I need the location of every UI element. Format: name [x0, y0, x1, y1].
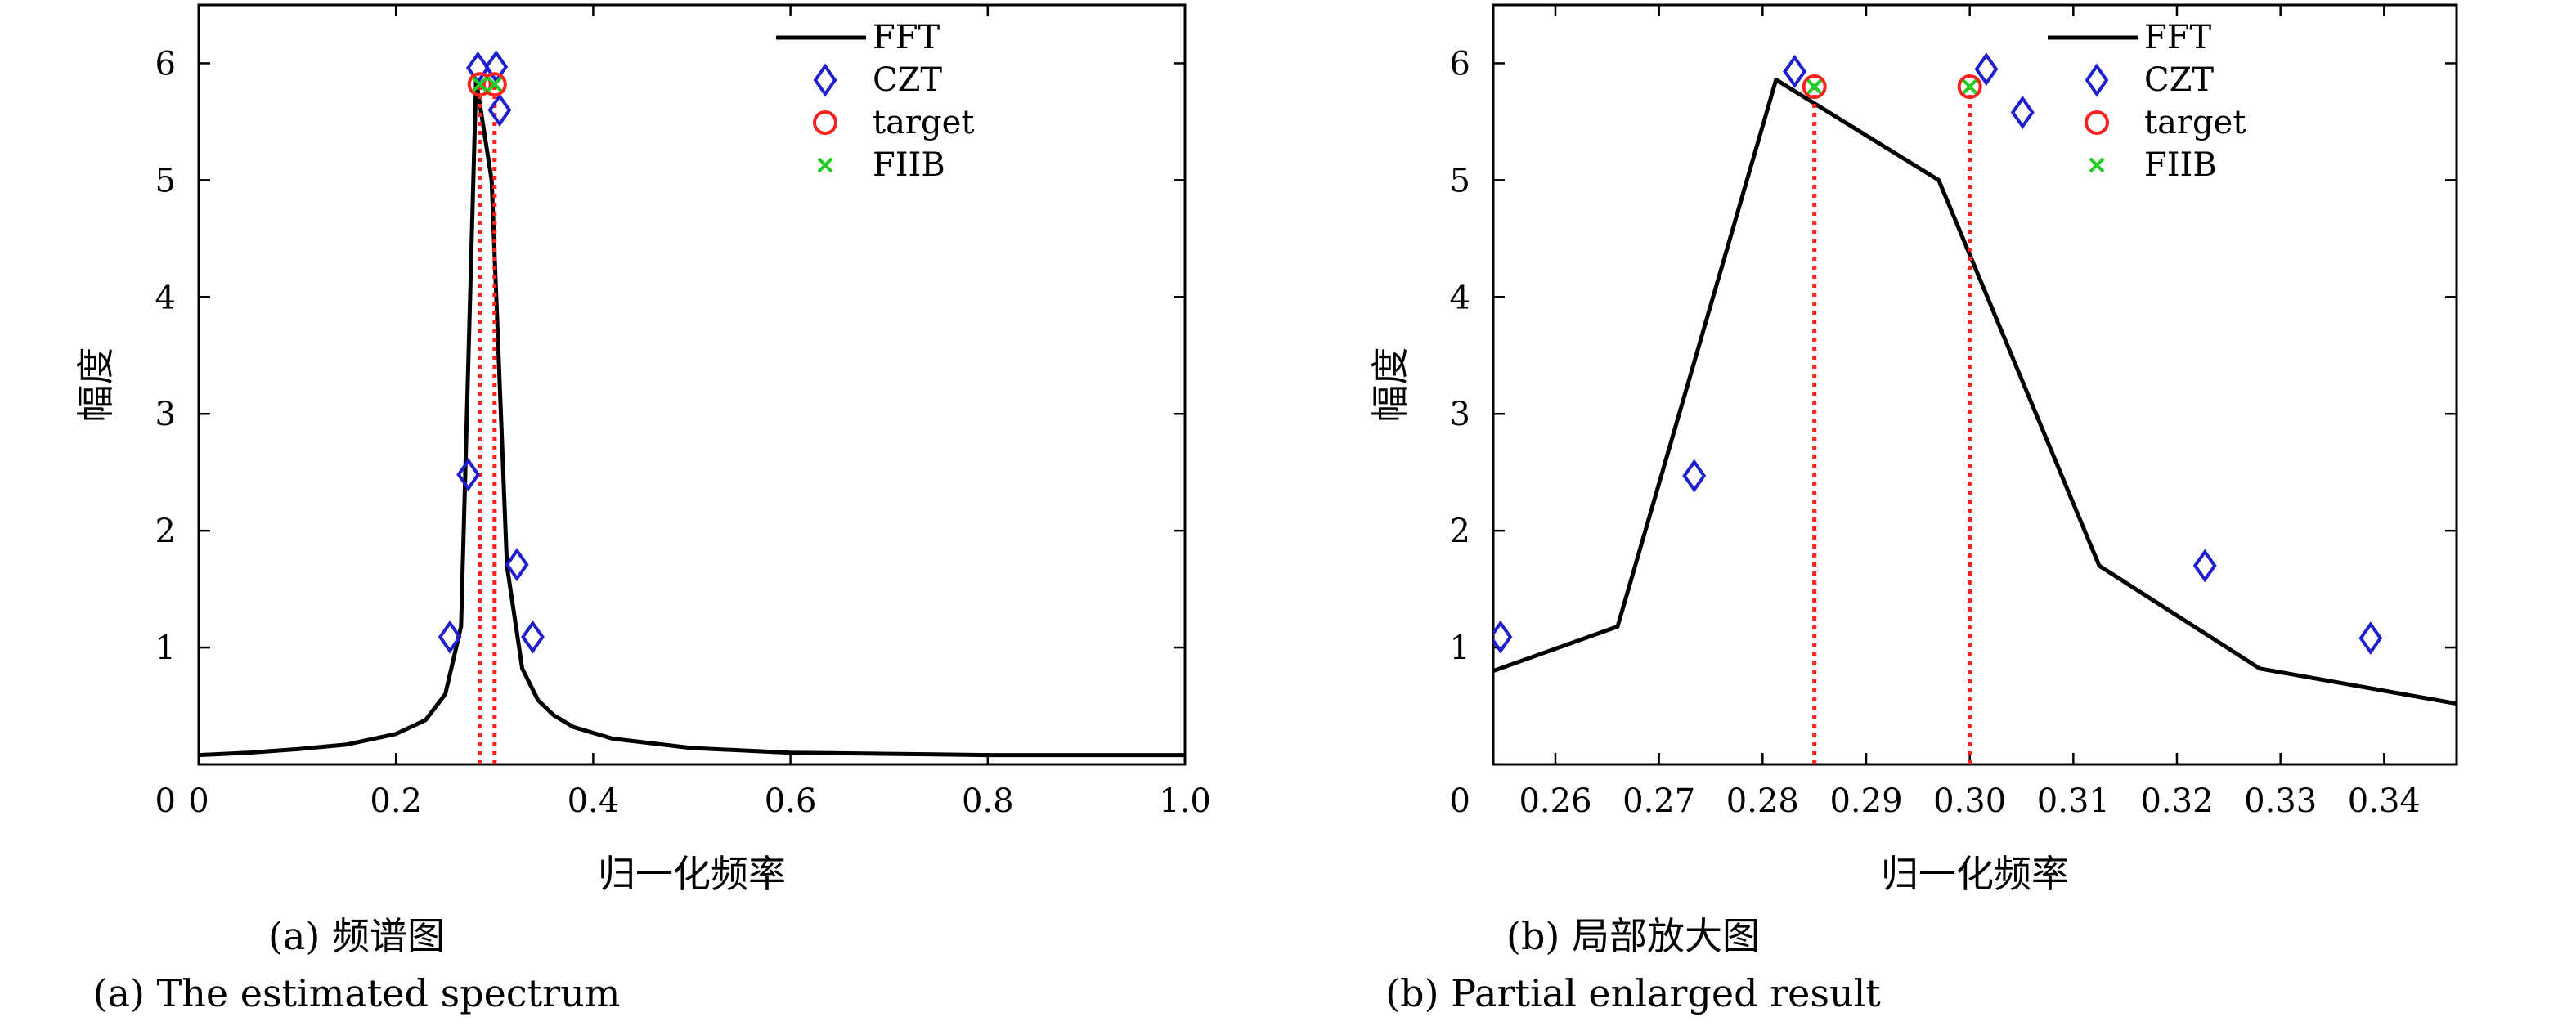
legend-label: target	[2144, 104, 2246, 141]
y-tick-label: 2	[1450, 513, 1470, 550]
target-point	[1957, 74, 1982, 100]
y-tick-label: 4	[155, 279, 176, 316]
caption-b-english: (b) Partial enlarged result	[1385, 971, 1881, 1015]
caption-b-chinese: (b) 局部放大图	[1506, 914, 1760, 958]
y-axis-label: 幅度	[74, 347, 118, 423]
czt-point	[2358, 621, 2383, 656]
x-tick-label: 0.28	[1726, 782, 1799, 820]
x-tick-label: 0.2	[370, 782, 422, 820]
legend-target-swatch	[2085, 110, 2109, 135]
x-tick-label: 0	[188, 782, 209, 820]
fft-series-line	[199, 78, 1185, 758]
caption-a-chinese: (a) 频谱图	[268, 914, 445, 958]
data-layer	[199, 50, 1185, 764]
legend-label: CZT	[2144, 61, 2214, 99]
target-point	[1802, 74, 1827, 100]
czt-point	[438, 620, 462, 654]
y-tick-label: 6	[1450, 45, 1470, 83]
x-tick-label: 0.30	[1933, 782, 2006, 820]
legend-label: target	[873, 104, 974, 141]
x-tick-label: 0.33	[2244, 782, 2317, 820]
czt-point	[521, 620, 545, 654]
fiib-point	[472, 76, 488, 92]
x-tick-label: 0.4	[568, 782, 620, 820]
origin-label: 0	[155, 782, 176, 820]
y-tick-label: 3	[1450, 396, 1470, 433]
y-tick-label: 5	[155, 162, 176, 199]
x-tick-label: 0.6	[765, 782, 817, 820]
x-tick-label: 0.32	[2140, 782, 2213, 820]
caption-a-english: (a) The estimated spectrum	[92, 971, 621, 1015]
czt-point	[487, 93, 512, 128]
legend-label: CZT	[873, 61, 942, 99]
x-tick-label: 0.29	[1829, 782, 1902, 820]
legend-czt-swatch	[2085, 63, 2109, 97]
x-tick-label: 0.27	[1622, 782, 1695, 820]
x-tick-label: 0.34	[2348, 782, 2421, 820]
x-tick-label: 0.26	[1519, 782, 1591, 820]
x-axis-label: 归一化频率	[598, 852, 786, 896]
y-axis-label: 幅度	[1368, 347, 1412, 423]
y-tick-label: 5	[1450, 162, 1470, 199]
data-layer	[1493, 52, 2457, 764]
legend-label: FFT	[2144, 19, 2212, 56]
czt-point	[456, 458, 481, 492]
legend-label: FFT	[873, 19, 940, 56]
czt-point	[2192, 549, 2217, 583]
target-point	[482, 72, 507, 97]
legend-fiib-swatch	[817, 157, 833, 173]
x-tick-label: 1.0	[1159, 782, 1211, 820]
chart-panel-b: 0.26 0.27 0.28 0.29 0.30 0.31 0.32 0.33 0.34 1 2 3 4…	[1368, 3, 2458, 896]
fiib-point	[487, 76, 503, 92]
y-tick-label: 1	[1450, 629, 1470, 667]
legend-target-swatch	[813, 110, 837, 135]
czt-point	[505, 548, 529, 582]
target-point	[467, 72, 492, 97]
plot-frame	[197, 3, 1187, 766]
fiib-point	[1962, 78, 1978, 95]
y-tick-label: 1	[155, 629, 176, 667]
czt-point	[1974, 52, 1999, 87]
czt-point	[1783, 54, 1807, 88]
y-tick-label: 4	[1450, 279, 1470, 316]
legend-label: FIIB	[2144, 146, 2217, 184]
legend-label: FIIB	[873, 146, 945, 184]
x-tick-label: 0.8	[962, 782, 1014, 820]
czt-point	[1682, 459, 1707, 493]
legend: FFT CZT target FIIB	[2048, 19, 2246, 184]
fiib-point	[1806, 78, 1823, 95]
fft-series-line	[1493, 78, 2457, 706]
plot-frame	[1492, 3, 2458, 766]
czt-point	[2010, 96, 2035, 129]
czt-point	[1493, 620, 1513, 654]
legend: FFT CZT target FIIB	[776, 19, 974, 184]
origin-label: 0	[1450, 782, 1470, 820]
y-tick-label: 2	[155, 513, 176, 550]
y-tick-label: 6	[155, 45, 176, 83]
legend-czt-swatch	[813, 63, 837, 97]
y-tick-label: 3	[155, 396, 176, 433]
legend-fiib-swatch	[2089, 157, 2105, 173]
chart-panel-a: 0 0.2 0.4 0.6 0.8 1.0 1 2 3 4 5 6 0 归一化频率 幅度 FFT CZT targ…	[74, 3, 1211, 896]
x-tick-label: 0.31	[2037, 782, 2110, 820]
x-axis-label: 归一化频率	[1881, 852, 2069, 896]
